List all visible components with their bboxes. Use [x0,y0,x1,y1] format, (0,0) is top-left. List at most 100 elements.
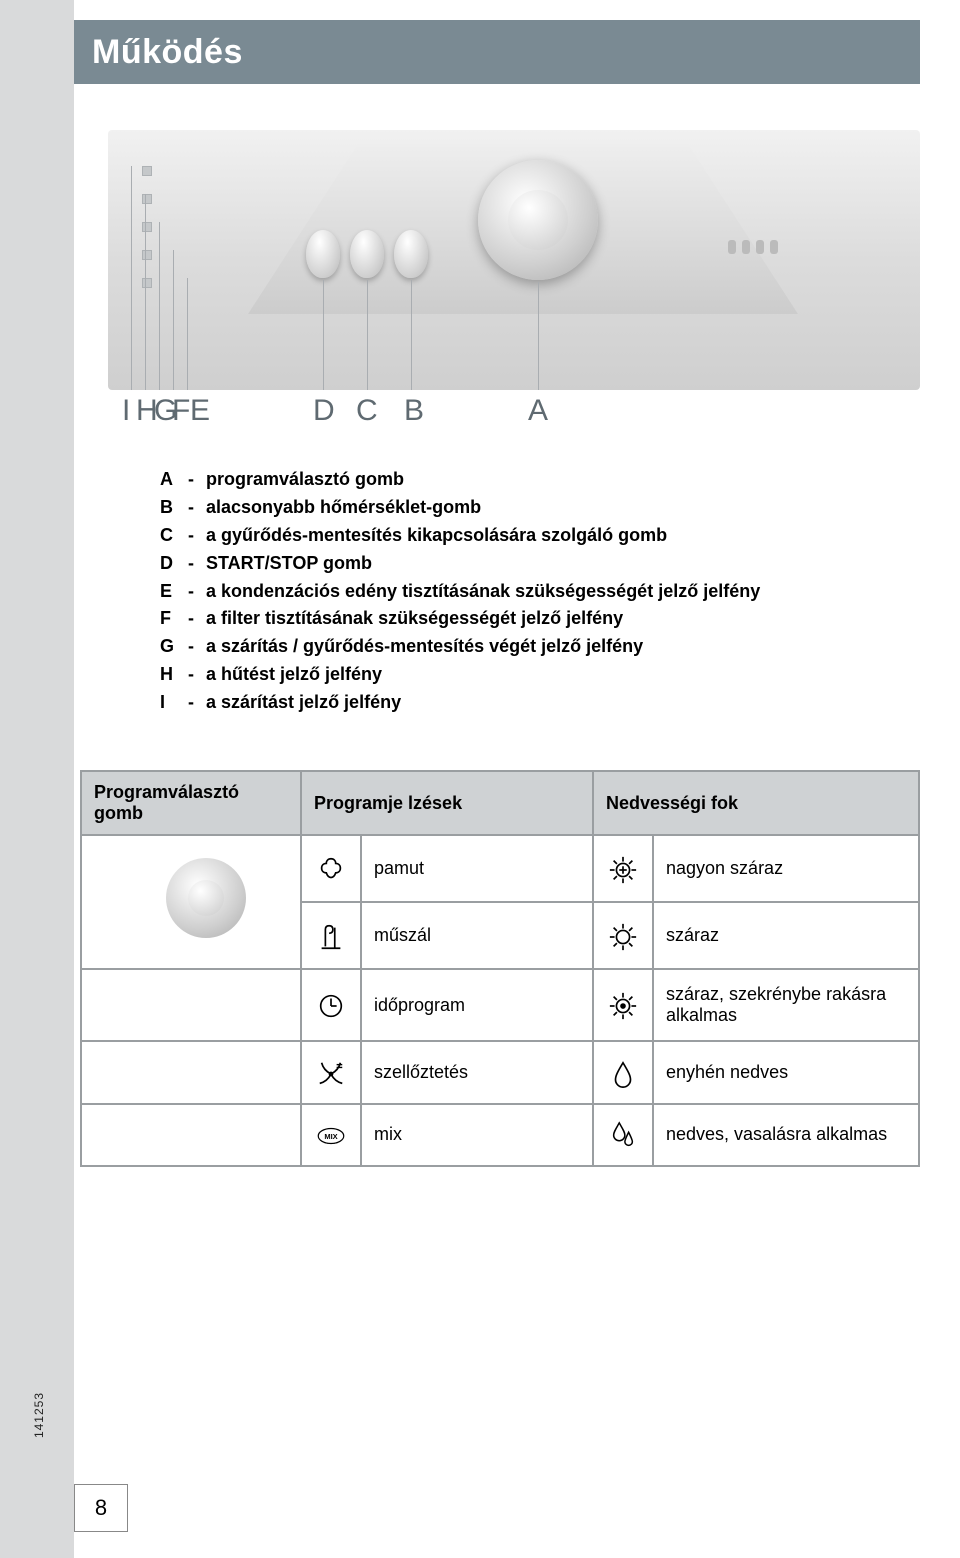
empty-cell [81,969,301,1041]
iron-damp-icon [593,1104,653,1167]
iron-damp-label: nedves, vasalásra alkalmas [653,1104,919,1167]
label-i: I [122,394,130,428]
leader-d [323,280,324,390]
empty-cell [81,1041,301,1104]
legend-text: programválasztó gomb [206,466,404,494]
legend-text: a filter tisztításának szükségességét je… [206,605,623,633]
leader-i [131,166,132,390]
cotton-label: pamut [361,835,593,902]
slightly-damp-label: enyhén nedves [653,1041,919,1104]
cupboard-dry-label: száraz, szekrénybe rakásra alkalmas [653,969,919,1041]
mix-label: mix [361,1104,593,1167]
table-row: pamut nagyon száraz [81,835,919,902]
dial-thumbnail-cell [81,835,301,969]
dry-label: száraz [653,902,919,969]
legend-row: A-programválasztó gomb [160,466,880,494]
page-title: Működés [92,33,243,72]
button-b-graphic [394,230,428,278]
legend-row: H-a hűtést jelző jelfény [160,661,880,689]
legend-row: D-START/STOP gomb [160,550,880,578]
indicator-right-3 [756,240,764,254]
table-header-row: Programválasztó gomb Programje lzések Ne… [81,771,919,835]
indicator-e-graphic [142,278,152,288]
legend-key: E [160,578,188,606]
legend-row: C-a gyűrődés-mentesítés kikapcsolására s… [160,522,880,550]
legend-key: C [160,522,188,550]
synthetics-label: műszál [361,902,593,969]
legend-text: a szárítást jelző jelfény [206,689,401,717]
time-program-icon [301,969,361,1041]
leader-c [367,280,368,390]
synthetics-icon [301,902,361,969]
legend-text: a hűtést jelző jelfény [206,661,382,689]
indicator-right-1 [728,240,736,254]
leader-a [538,282,539,390]
th-program-selector: Programválasztó gomb [81,771,301,835]
indicator-f-graphic [142,250,152,260]
dry-icon [593,902,653,969]
th-dryness: Nedvességi fok [593,771,919,835]
page-title-banner: Működés [74,20,920,84]
cupboard-dry-icon [593,969,653,1041]
legend-text: a kondenzációs edény tisztításának szüks… [206,578,760,606]
indicator-i-graphic [142,166,152,176]
legend-row: F-a filter tisztításának szükségességét … [160,605,880,633]
label-f: F [172,394,190,428]
legend-key: B [160,494,188,522]
diagram-label-row: I H G F E D C B A [108,394,920,438]
leader-g [159,222,160,390]
legend-key: G [160,633,188,661]
label-d: D [313,394,335,428]
legend-text: a gyűrődés-mentesítés kikapcsolására szo… [206,522,667,550]
table-row: MIX mix nedves, vasalásra alkalmas [81,1104,919,1167]
legend-text: alacsonyabb hőmérséklet-gomb [206,494,481,522]
indicator-right-2 [742,240,750,254]
label-b: B [404,394,424,428]
legend-row: G-a szárítás / gyűrődés-mentesítés végét… [160,633,880,661]
program-table: Programválasztó gomb Programje lzések Ne… [80,770,920,1167]
page-number: 8 [95,1495,107,1521]
mix-icon: MIX [301,1104,361,1167]
leader-h [145,194,146,390]
label-a: A [528,394,548,428]
leader-b [411,280,412,390]
table-row: időprogram száraz, szekrénybe rakásra al… [81,969,919,1041]
legend-key: H [160,661,188,689]
slightly-damp-icon [593,1041,653,1104]
airing-label: szellőztetés [361,1041,593,1104]
document-code: 141253 [32,1392,46,1438]
legend-key: F [160,605,188,633]
leader-f [173,250,174,390]
empty-cell [81,1104,301,1167]
legend-key: I [160,689,188,717]
indicator-right-4 [770,240,778,254]
legend-row: B-alacsonyabb hőmérséklet-gomb [160,494,880,522]
th-program-marks: Programje lzések [301,771,593,835]
table-row: szellőztetés enyhén nedves [81,1041,919,1104]
label-c: C [356,394,378,428]
leader-e [187,278,188,390]
page: Működés I H G F [0,0,960,1558]
time-program-label: időprogram [361,969,593,1041]
legend-text: START/STOP gomb [206,550,372,578]
very-dry-icon [593,835,653,902]
program-dial-icon [478,160,598,280]
label-e: E [190,394,210,428]
legend-row: E-a kondenzációs edény tisztításának szü… [160,578,880,606]
control-panel-diagram [108,130,920,390]
indicator-g-graphic [142,222,152,232]
legend-key: D [160,550,188,578]
svg-text:MIX: MIX [324,1132,337,1141]
button-c-graphic [350,230,384,278]
airing-icon [301,1041,361,1104]
very-dry-label: nagyon száraz [653,835,919,902]
legend-key: A [160,466,188,494]
legend-list: A-programválasztó gomb B-alacsonyabb hőm… [160,466,880,717]
dial-thumbnail [136,852,246,952]
legend-row: I-a szárítást jelző jelfény [160,689,880,717]
button-d-graphic [306,230,340,278]
indicator-h-graphic [142,194,152,204]
legend-text: a szárítás / gyűrődés-mentesítés végét j… [206,633,643,661]
left-margin-band [0,0,74,1558]
page-number-box: 8 [74,1484,128,1532]
